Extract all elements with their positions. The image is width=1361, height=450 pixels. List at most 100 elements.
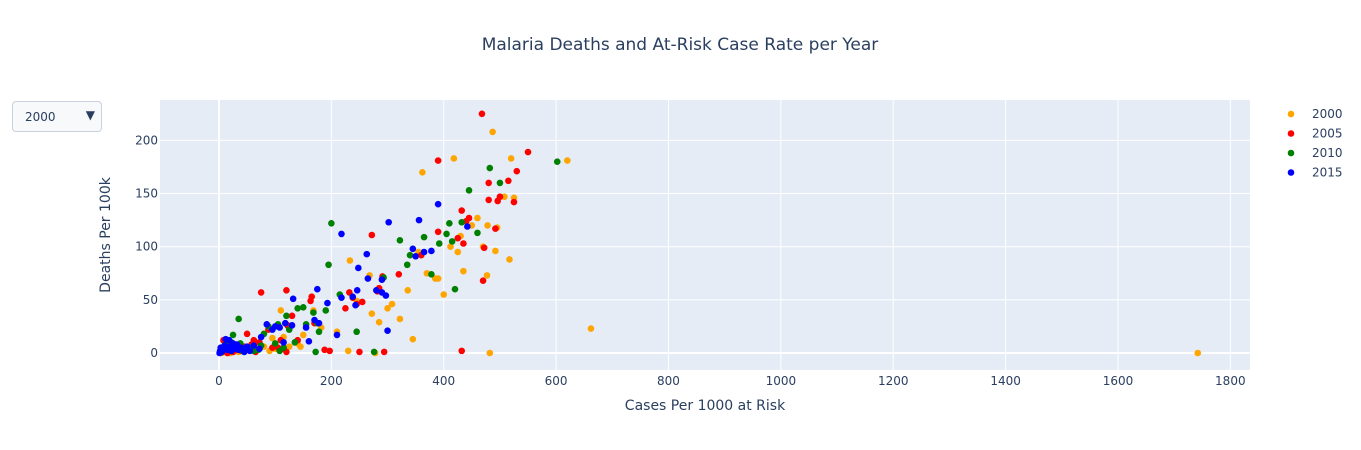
year-dropdown-value: 2000 [25, 110, 56, 124]
data-point-2005 [485, 196, 492, 204]
data-point-2005 [288, 312, 296, 320]
data-point-2015 [434, 200, 442, 208]
data-point-2000 [507, 155, 515, 162]
data-point-2010 [474, 229, 481, 237]
data-point-2005 [326, 347, 333, 355]
data-point-2015 [415, 216, 423, 224]
data-point-2005 [307, 297, 314, 305]
year-dropdown[interactable]: 2000 ▼ [12, 101, 102, 132]
data-point-2010 [229, 331, 237, 339]
data-point-2005 [342, 305, 349, 312]
data-point-2005 [510, 198, 518, 206]
legend-marker-2015 [1287, 169, 1295, 176]
data-point-2000 [486, 349, 494, 357]
data-point-2010 [235, 315, 242, 323]
data-point-2000 [384, 305, 391, 312]
data-point-2010 [458, 218, 466, 226]
x-tick-label: 400 [432, 374, 455, 388]
legend-label-2000[interactable]: 2000 [1312, 107, 1343, 121]
data-point-2010 [403, 261, 411, 269]
data-point-2010 [322, 307, 330, 314]
legend-label-2015[interactable]: 2015 [1312, 166, 1343, 180]
data-point-2005 [368, 231, 376, 239]
data-point-2000 [419, 168, 426, 176]
data-point-2010 [312, 348, 319, 356]
data-point-2000 [489, 128, 496, 136]
data-point-2010 [276, 347, 283, 355]
data-point-2005 [494, 197, 501, 205]
y-axis-ticks: 0 50 100 150 200 [135, 133, 158, 360]
data-point-2015 [333, 331, 341, 339]
data-point-2000 [432, 275, 439, 282]
data-point-2000 [299, 331, 307, 339]
data-point-2000 [483, 272, 491, 279]
data-point-2015 [355, 264, 362, 272]
data-point-2000 [375, 318, 383, 326]
data-point-2010 [451, 285, 459, 293]
x-tick-label: 200 [320, 374, 343, 388]
data-point-2015 [364, 275, 372, 282]
data-point-2015 [409, 245, 417, 253]
data-point-2015 [216, 349, 223, 357]
data-point-2005 [358, 298, 366, 306]
data-point-2015 [302, 324, 310, 331]
legend-label-2005[interactable]: 2005 [1312, 127, 1343, 141]
data-point-2010 [465, 187, 473, 194]
data-point-2005 [454, 234, 462, 242]
data-point-2010 [353, 328, 360, 336]
data-point-2000 [440, 291, 448, 298]
data-point-2015 [349, 293, 357, 300]
data-point-2005 [505, 177, 512, 185]
data-point-2010 [370, 348, 378, 356]
data-point-2005 [380, 348, 388, 356]
data-point-2005 [485, 179, 492, 187]
data-point-2000 [404, 286, 412, 294]
data-point-2010 [328, 220, 335, 227]
data-point-2010 [435, 240, 443, 247]
x-tick-label: 800 [657, 374, 680, 388]
data-point-2015 [352, 301, 359, 309]
data-point-2005 [283, 286, 290, 294]
x-tick-label: 1600 [1103, 374, 1134, 388]
data-point-2015 [428, 247, 435, 255]
data-point-2015 [338, 230, 345, 238]
data-point-2000 [506, 256, 513, 263]
data-point-2000 [447, 243, 454, 250]
data-point-2010 [396, 237, 404, 244]
data-point-2000 [460, 267, 467, 275]
data-point-2015 [311, 316, 318, 324]
data-point-2010 [486, 164, 494, 172]
data-point-2000 [368, 310, 376, 317]
legend-marker-2000 [1287, 110, 1295, 118]
data-point-2010 [428, 271, 435, 278]
data-point-2005 [480, 244, 488, 252]
data-point-2015 [373, 286, 380, 294]
data-point-2000 [564, 157, 571, 164]
data-point-2010 [315, 328, 323, 336]
data-point-2015 [263, 320, 271, 328]
data-point-2005 [492, 225, 499, 232]
legend-label-2010[interactable]: 2010 [1312, 146, 1343, 160]
data-point-2015 [384, 327, 391, 334]
data-point-2005 [479, 277, 487, 285]
data-point-2015 [378, 289, 386, 296]
data-point-2000 [277, 307, 285, 314]
data-point-2005 [321, 346, 328, 354]
data-point-2015 [280, 339, 287, 346]
data-point-2015 [222, 335, 230, 343]
data-point-2015 [288, 322, 296, 329]
data-point-2000 [388, 300, 396, 308]
x-tick-label: 1400 [990, 374, 1021, 388]
data-point-2015 [378, 276, 386, 283]
data-point-2000 [409, 335, 417, 343]
data-point-2005 [458, 207, 466, 214]
data-point-2015 [281, 319, 289, 327]
data-point-2010 [291, 339, 299, 346]
data-point-2005 [395, 271, 403, 278]
data-point-2000 [587, 325, 595, 332]
data-point-2015 [314, 285, 321, 293]
data-point-2010 [420, 233, 428, 241]
data-point-2010 [553, 158, 561, 165]
data-point-2005 [460, 240, 467, 247]
